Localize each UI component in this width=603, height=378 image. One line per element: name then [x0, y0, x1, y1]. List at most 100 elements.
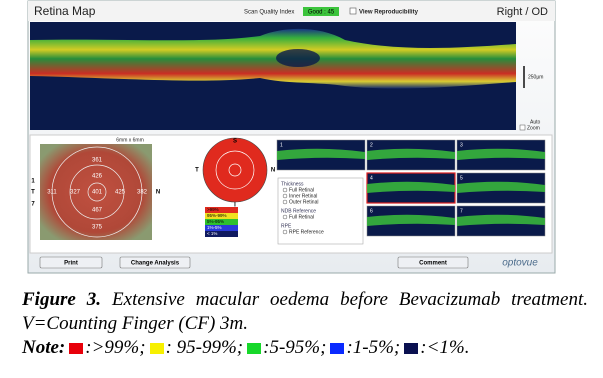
- note-swatch: [149, 343, 164, 354]
- radio[interactable]: [282, 193, 288, 199]
- thumbnail-label: 4: [370, 175, 373, 181]
- thickness-value: 382: [137, 190, 148, 196]
- fluid-cyst: [276, 49, 320, 67]
- scale-label: 250µm: [528, 74, 543, 80]
- option-label: RPE Reference: [289, 229, 324, 235]
- option-label: Full Retinal: [289, 187, 314, 193]
- thumbnail-layers: [367, 181, 455, 193]
- note-item: :5-95%;: [263, 337, 327, 358]
- zoom-label: Zoom: [527, 125, 540, 131]
- note-swatch: [69, 343, 84, 354]
- legend-label: 95%-99%: [207, 213, 227, 218]
- orientation-label: N: [271, 168, 275, 174]
- grid-ring: [228, 163, 242, 177]
- legend-label: 1%-5%: [207, 225, 222, 230]
- legend-swatch: [205, 207, 238, 213]
- options-box: [277, 177, 364, 245]
- legend-swatch: [205, 219, 238, 225]
- note-item: :>99%;: [85, 337, 146, 358]
- option-label: Outer Retinal: [289, 199, 318, 205]
- header-bar: [28, 1, 555, 21]
- caption-label: Figure 3.: [22, 289, 102, 310]
- note-item: :<1%.: [420, 337, 470, 358]
- thumbnail-layers: [367, 148, 455, 160]
- screenshot: Retina Map Scan Quality Index Good : 45 …: [27, 0, 556, 274]
- orientation-label: 1: [31, 179, 35, 185]
- button-label: Comment: [419, 261, 447, 267]
- legend-swatch: [205, 225, 238, 231]
- grid-ring: [87, 182, 107, 202]
- title: Retina Map: [34, 4, 96, 18]
- note-label: Note:: [22, 337, 66, 358]
- legend-swatch: [205, 213, 238, 219]
- thumbnail-label: 5: [460, 175, 463, 181]
- logo: optovue: [502, 258, 538, 269]
- zoom-label: Auto: [530, 119, 541, 125]
- thickness-value: 426: [92, 174, 103, 180]
- thumbnail-label: 3: [460, 142, 463, 148]
- option-label: Full Retinal: [289, 214, 314, 220]
- thickness-value: 401: [92, 190, 103, 196]
- thumbnail-label: 7: [460, 208, 463, 214]
- grid-ring: [51, 146, 143, 238]
- caption-body: Extensive macular oedema before Bevacizu…: [22, 289, 589, 334]
- orientation-label: I: [234, 203, 236, 209]
- radio[interactable]: [282, 187, 288, 193]
- button[interactable]: [397, 256, 469, 269]
- button[interactable]: [39, 256, 103, 269]
- radio[interactable]: [282, 229, 288, 235]
- legend-label: 5%-95%: [207, 219, 224, 224]
- option-group: NDB Reference: [281, 208, 316, 214]
- eye: Right / OD: [497, 6, 548, 18]
- option-group: RPE: [281, 223, 292, 229]
- button-label: Print: [64, 261, 78, 267]
- orientation-label: 7: [31, 202, 35, 208]
- legend-label: >99%: [207, 207, 219, 212]
- checkbox[interactable]: [349, 7, 357, 15]
- note-swatch: [247, 343, 262, 354]
- caption-text: Figure 3. Extensive macular oedema befor…: [22, 288, 588, 336]
- thumbnail-layers: [457, 148, 545, 160]
- quality-label: Scan Quality Index: [244, 10, 294, 16]
- thumbnail-layers: [457, 214, 545, 226]
- note-swatch: [404, 343, 419, 354]
- caption: Figure 3. Extensive macular oedema befor…: [22, 288, 588, 360]
- grid-ring: [69, 164, 125, 220]
- quality-box: [303, 7, 339, 16]
- checkbox-label: View Reproducibility: [359, 10, 419, 16]
- button-label: Change Analysis: [131, 261, 180, 267]
- note-item: : 95-99%;: [165, 337, 244, 358]
- button[interactable]: [119, 256, 191, 269]
- legend-swatch: [205, 231, 238, 237]
- legend-label: < 1%: [207, 231, 217, 236]
- grid-ring: [215, 150, 255, 190]
- radio[interactable]: [282, 214, 288, 220]
- quality-value: Good : 45: [308, 10, 335, 16]
- thickness-value: 361: [92, 158, 103, 164]
- oct-layers: [30, 28, 516, 89]
- orientation-label: S: [233, 139, 237, 145]
- thickness-value: 311: [47, 190, 57, 196]
- thickness-value: 467: [92, 208, 103, 214]
- note: Note: :>99%; : 95-99%; :5-95%; :1-5%; :<1%.: [22, 336, 588, 360]
- orientation-label: N: [156, 190, 160, 196]
- thumbnail-layers: [367, 214, 455, 226]
- note-item: :1-5%;: [346, 337, 401, 358]
- radio[interactable]: [282, 199, 288, 205]
- thumbnail-label: 6: [370, 208, 373, 214]
- thickness-value: 327: [70, 190, 81, 196]
- thumbnail-label: 2: [370, 142, 373, 148]
- note-swatch: [330, 343, 345, 354]
- thumbnail-layers: [457, 181, 545, 193]
- orientation-label: T: [195, 168, 199, 174]
- option-group: Thickness: [281, 181, 304, 187]
- thumbnail-label: 1: [280, 142, 283, 148]
- zoom-checkbox[interactable]: [519, 124, 526, 131]
- significance-map: [202, 137, 268, 203]
- thickness-value: 425: [115, 190, 126, 196]
- orientation-label: T: [31, 190, 35, 196]
- thickness-value: 375: [92, 225, 103, 231]
- thickness-map: [40, 144, 152, 240]
- map-size: 6mm x 6mm: [116, 137, 144, 143]
